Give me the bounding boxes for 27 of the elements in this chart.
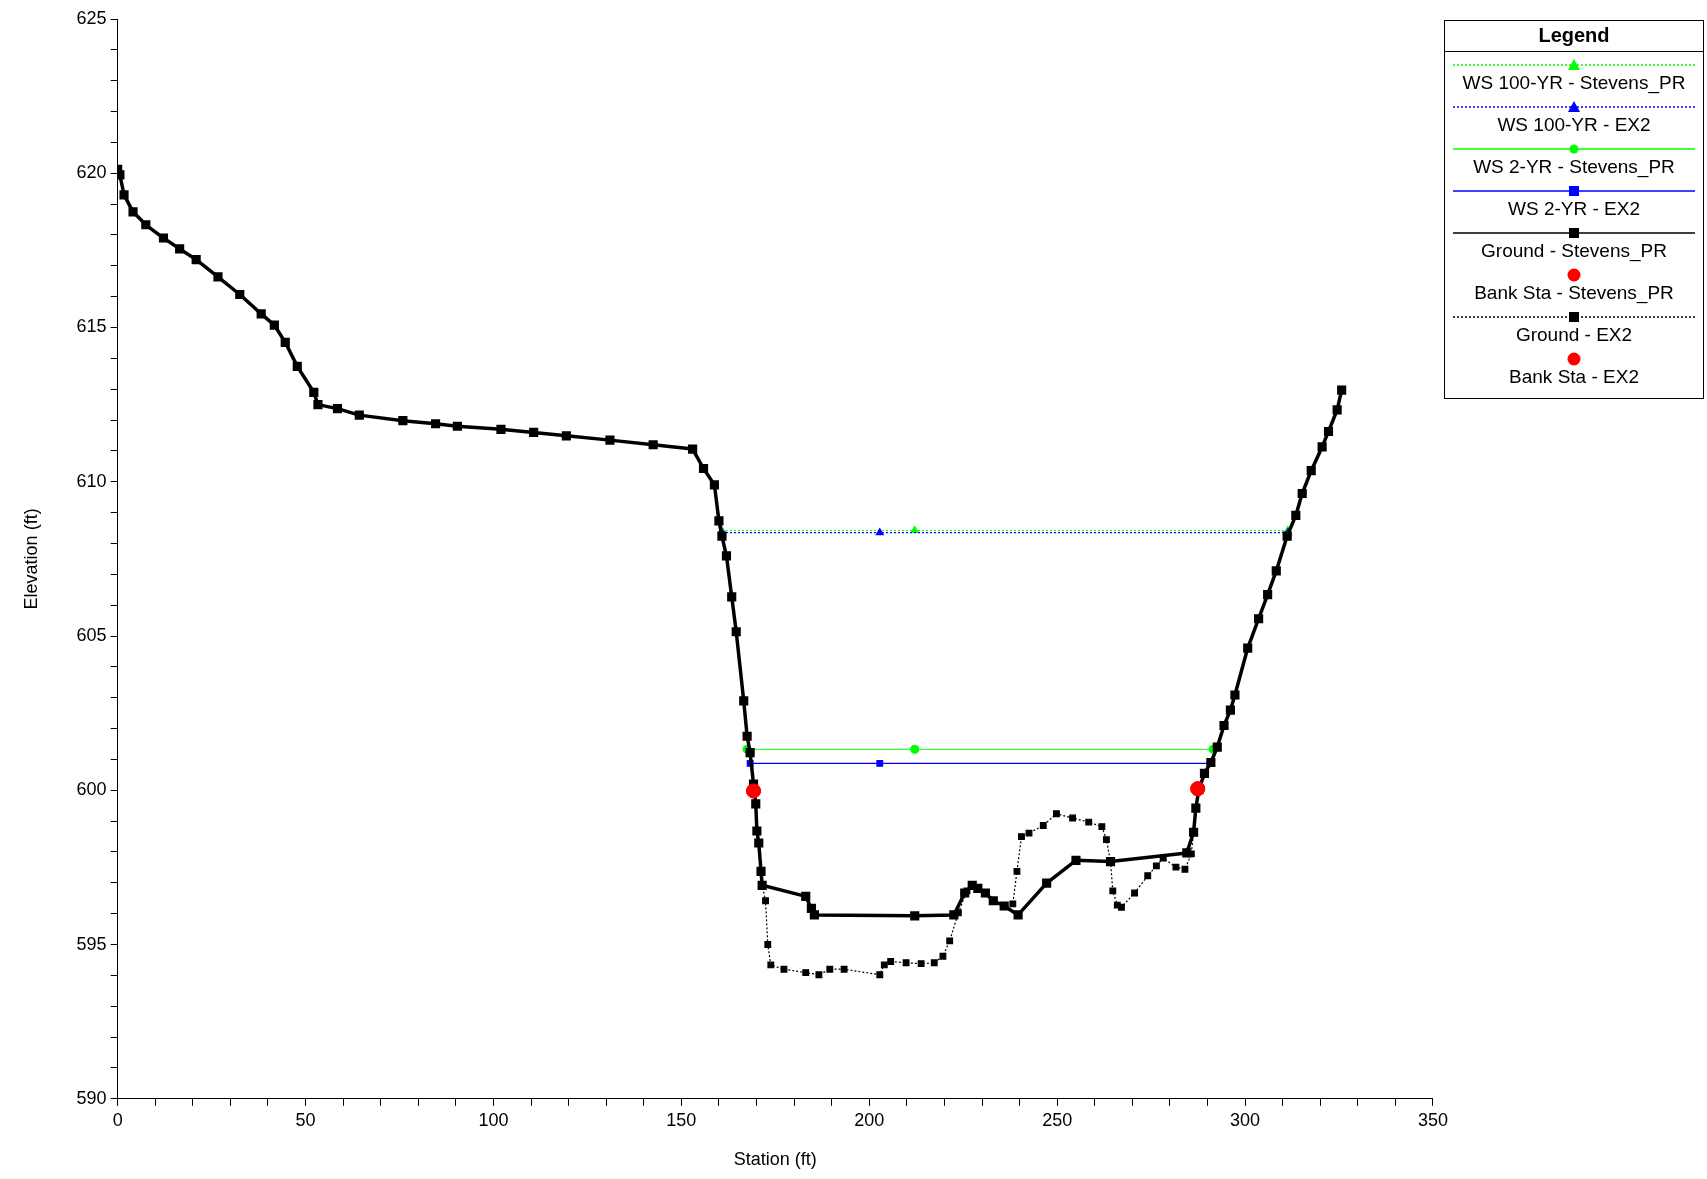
legend-title: Legend	[1537, 23, 1611, 48]
y-tick-label: 615	[76, 316, 107, 337]
y-tick-label: 620	[76, 162, 107, 183]
legend-label: Ground - Stevens_PR	[1480, 240, 1668, 262]
y-tick-label: 625	[76, 7, 107, 28]
y-tick-label: 605	[76, 625, 107, 645]
x-tick-label: 300	[1230, 1109, 1261, 1130]
x-tick-label: 200	[854, 1109, 885, 1130]
x-axis-title: Station (ft)	[733, 1149, 817, 1170]
y-axis-title: Elevation (ft)	[20, 508, 41, 610]
legend-label: Bank Sta - Stevens_PR	[1473, 282, 1675, 304]
legend-label: WS 100-YR - Stevens_PR	[1461, 72, 1687, 94]
x-tick-label: 100	[478, 1109, 509, 1130]
x-tick-label: 250	[1042, 1109, 1073, 1130]
y-tick-label: 590	[76, 1087, 107, 1108]
x-tick-label: 150	[666, 1109, 697, 1130]
y-tick-label: 610	[76, 470, 107, 491]
legend-label: Ground - EX2	[1514, 324, 1634, 346]
legend-label: WS 2-YR - Stevens_PR	[1472, 156, 1676, 178]
x-tick-label: 50	[295, 1109, 316, 1130]
legend-label: Bank Sta - EX2	[1508, 366, 1640, 388]
legend-label: WS 100-YR - EX2	[1496, 114, 1652, 136]
legend-label: WS 2-YR - EX2	[1507, 198, 1641, 220]
y-tick-label: 600	[76, 779, 107, 800]
x-tick-label: 350	[1417, 1109, 1449, 1130]
y-tick-label: 595	[76, 933, 107, 954]
x-tick-label: 0	[112, 1109, 123, 1130]
